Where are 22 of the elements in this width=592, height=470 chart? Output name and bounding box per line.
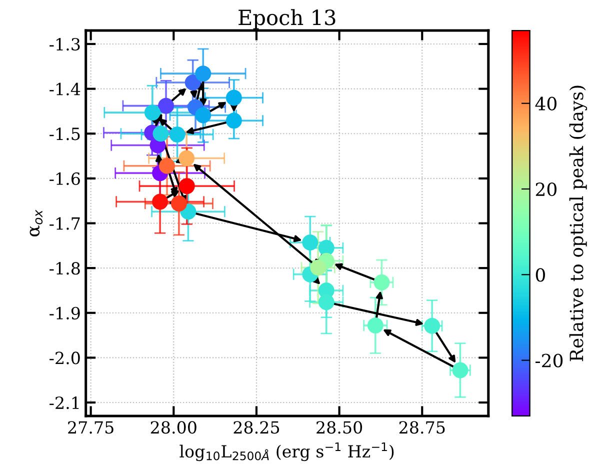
x-tick-label: 27.75	[68, 421, 114, 434]
y-tick-label: -1.6	[50, 172, 80, 186]
color-bar-label: 0	[536, 268, 545, 282]
color-bar-label: 40	[535, 96, 556, 110]
color-bar-label: 20	[536, 182, 556, 196]
x-tick-label: 28.50	[316, 421, 362, 434]
text: log$_{10}$L$_{2500Å}$ (erg s$^{−1}$ Hz$^{−1}$)	[180, 442, 394, 462]
x-tick-label: 28.75	[399, 421, 445, 434]
y-tick-label: -1.5	[50, 128, 80, 140]
y-tick-label: -1.4	[50, 82, 80, 96]
color-bar-title: Relative to optical peak (days)	[569, 86, 588, 362]
y-tick-label: -1.3	[50, 38, 80, 51]
x-tick-label: 28.00	[150, 421, 196, 434]
color-bar-label: -20	[535, 354, 563, 368]
y-tick-label: -1.7	[50, 217, 80, 230]
x-tick-label: 28.25	[234, 421, 280, 434]
y-tick-label: -2.1	[50, 396, 79, 410]
y-axis-title: α$_{ox}$	[30, 210, 43, 236]
chart-title: Epoch 13	[238, 9, 336, 30]
y-tick-label: -2.0	[50, 352, 80, 364]
y-tick-label: -1.8	[50, 262, 80, 275]
y-tick-label: -1.9	[50, 306, 80, 320]
